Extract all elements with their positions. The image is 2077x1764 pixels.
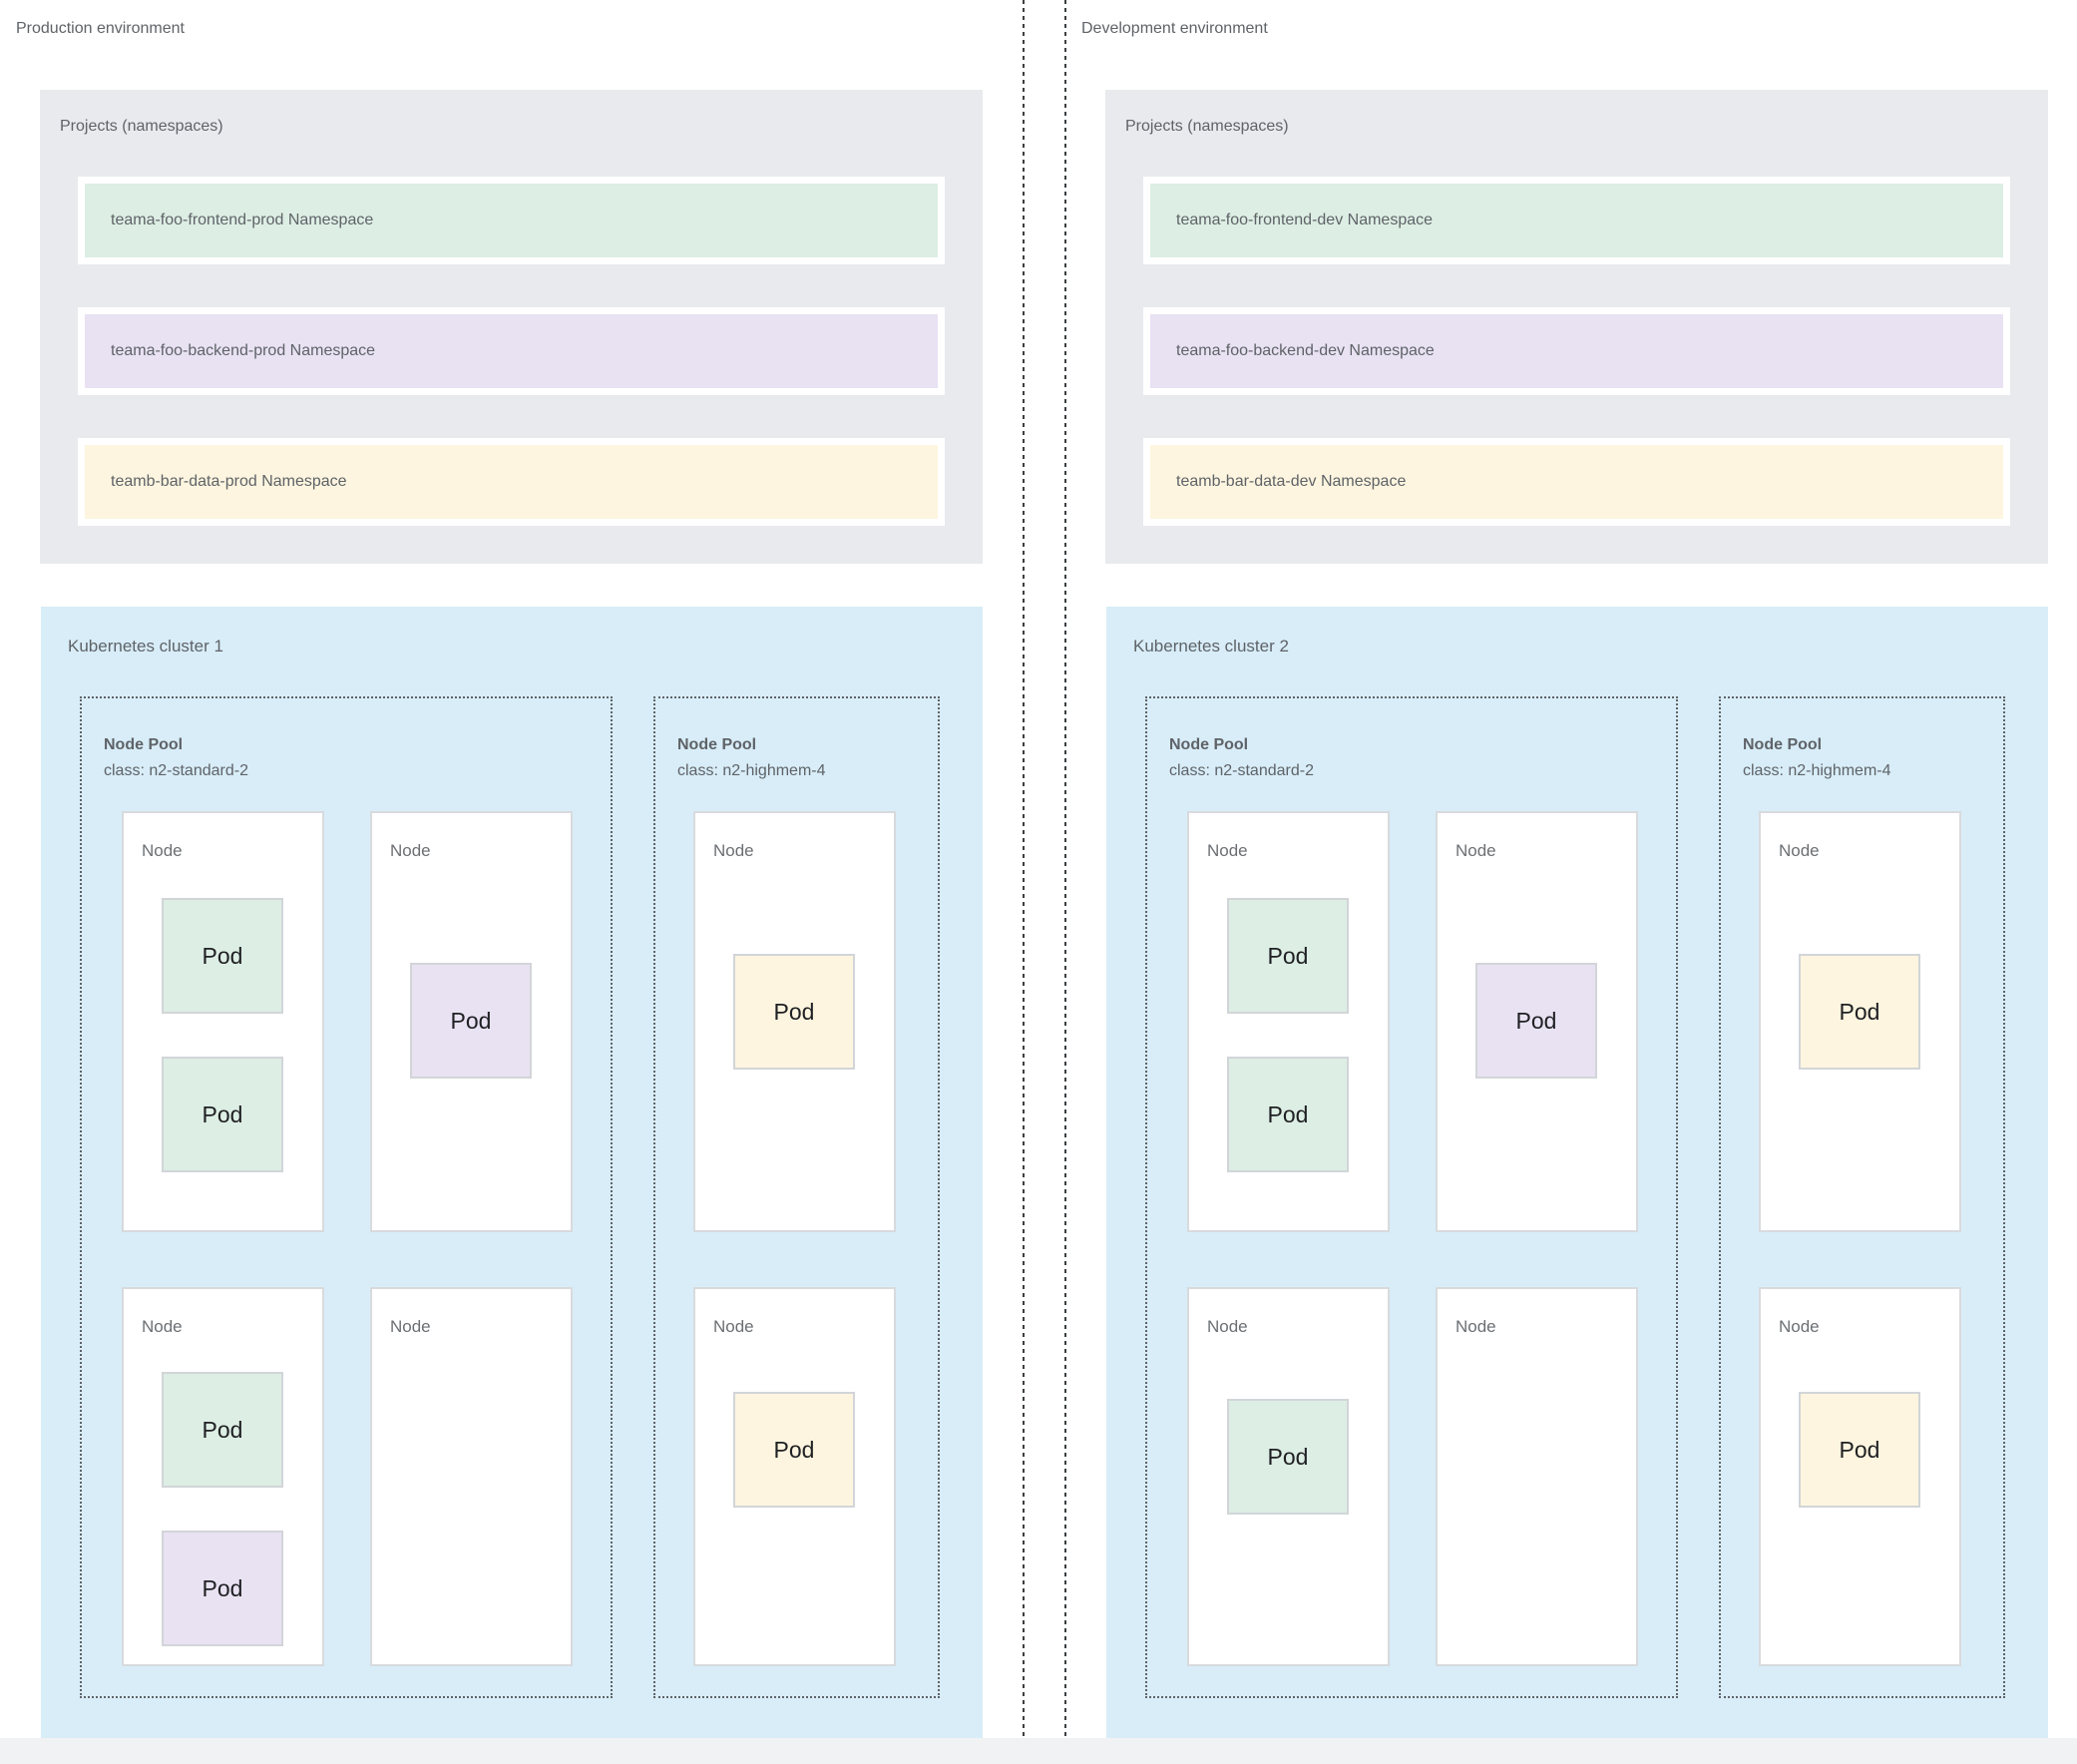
node-box: Node Pod Pod bbox=[122, 811, 324, 1232]
node-label: Node bbox=[1455, 1317, 1496, 1336]
environment-divider-line bbox=[1023, 0, 1025, 1764]
pod-label: Pod bbox=[1839, 998, 1880, 1025]
node-label: Node bbox=[1455, 841, 1496, 860]
node-label: Node bbox=[1779, 841, 1820, 860]
node-label: Node bbox=[713, 841, 754, 860]
pod-label: Pod bbox=[450, 1007, 492, 1034]
node-box: Node Pod Pod bbox=[122, 1287, 324, 1666]
pod: Pod bbox=[1227, 1057, 1349, 1172]
node-box: Node Pod bbox=[1187, 1287, 1390, 1666]
environment-title: Production environment bbox=[16, 20, 185, 37]
node-pool: Node Pool class: n2-highmem-4 Node Pod N… bbox=[653, 696, 940, 1698]
cluster-title: Kubernetes cluster 2 bbox=[1133, 637, 1289, 656]
node-pool: Node Pool class: n2-standard-2 Node Pod … bbox=[80, 696, 613, 1698]
page-bottom-strip bbox=[0, 1738, 2077, 1764]
node-pool-class: class: n2-highmem-4 bbox=[677, 762, 826, 779]
namespace-bar: teama-foo-frontend-dev Namespace bbox=[1143, 177, 2010, 264]
node-label: Node bbox=[1207, 1317, 1248, 1336]
kubernetes-cluster-box: Kubernetes cluster 1 Node Pool class: n2… bbox=[41, 607, 983, 1738]
pod-label: Pod bbox=[1267, 1443, 1309, 1470]
pod-label: Pod bbox=[202, 1574, 243, 1601]
pod: Pod bbox=[162, 1372, 283, 1488]
node-label: Node bbox=[390, 1317, 431, 1336]
node-box: Node Pod bbox=[1759, 811, 1961, 1232]
cluster-title: Kubernetes cluster 1 bbox=[68, 637, 223, 656]
node-label: Node bbox=[142, 1317, 183, 1336]
node-pool-title: Node Pool bbox=[104, 736, 184, 753]
pod-label: Pod bbox=[1839, 1436, 1880, 1463]
namespace-label: teama-foo-frontend-dev Namespace bbox=[1176, 212, 1434, 228]
node-box: Node Pod bbox=[693, 1287, 896, 1666]
namespace-bar: teama-foo-backend-dev Namespace bbox=[1143, 307, 2010, 395]
node-box: Node Pod bbox=[370, 811, 573, 1232]
projects-title: Projects (namespaces) bbox=[1125, 118, 1289, 135]
node-pool-title: Node Pool bbox=[677, 736, 757, 753]
pod-label: Pod bbox=[773, 1436, 815, 1463]
node-pool: Node Pool class: n2-standard-2 Node Pod … bbox=[1145, 696, 1678, 1698]
pod: Pod bbox=[162, 898, 283, 1014]
projects-box: Projects (namespaces) teama-foo-frontend… bbox=[40, 90, 983, 564]
kubernetes-cluster-box: Kubernetes cluster 2 Node Pool class: n2… bbox=[1106, 607, 2048, 1738]
environment-column-development: Development environment Projects (namesp… bbox=[1065, 0, 2077, 1764]
pod: Pod bbox=[1799, 1392, 1920, 1508]
pod-label: Pod bbox=[202, 1416, 243, 1443]
node-label: Node bbox=[1779, 1317, 1820, 1336]
node-pool-title: Node Pool bbox=[1169, 736, 1249, 753]
node-pool-class: class: n2-standard-2 bbox=[1169, 762, 1314, 779]
pod: Pod bbox=[162, 1531, 283, 1646]
namespace-label: teamb-bar-data-dev Namespace bbox=[1176, 473, 1407, 490]
namespace-label: teamb-bar-data-prod Namespace bbox=[111, 473, 347, 490]
node-box: Node bbox=[1436, 1287, 1638, 1666]
node-box: Node Pod bbox=[1436, 811, 1638, 1232]
node-pool: Node Pool class: n2-highmem-4 Node Pod N… bbox=[1719, 696, 2005, 1698]
node-pool-class: class: n2-highmem-4 bbox=[1743, 762, 1891, 779]
namespace-bar: teama-foo-frontend-prod Namespace bbox=[78, 177, 945, 264]
pod-label: Pod bbox=[1267, 1101, 1309, 1127]
namespace-label: teama-foo-backend-prod Namespace bbox=[111, 342, 376, 359]
namespace-label: teama-foo-backend-dev Namespace bbox=[1176, 342, 1435, 359]
pod: Pod bbox=[410, 963, 532, 1079]
projects-title: Projects (namespaces) bbox=[60, 118, 223, 135]
pod: Pod bbox=[1227, 1399, 1349, 1515]
pod-label: Pod bbox=[202, 942, 243, 969]
namespace-label: teama-foo-frontend-prod Namespace bbox=[111, 212, 374, 228]
namespace-bar: teamb-bar-data-prod Namespace bbox=[78, 438, 945, 526]
pod-label: Pod bbox=[773, 998, 815, 1025]
projects-box: Projects (namespaces) teama-foo-frontend… bbox=[1105, 90, 2048, 564]
node-pool-class: class: n2-standard-2 bbox=[104, 762, 248, 779]
node-label: Node bbox=[390, 841, 431, 860]
pod-label: Pod bbox=[1267, 942, 1309, 969]
node-label: Node bbox=[142, 841, 183, 860]
node-box: Node bbox=[370, 1287, 573, 1666]
pod: Pod bbox=[1475, 963, 1597, 1079]
namespace-bar: teama-foo-backend-prod Namespace bbox=[78, 307, 945, 395]
node-box: Node Pod Pod bbox=[1187, 811, 1390, 1232]
node-label: Node bbox=[1207, 841, 1248, 860]
pod-label: Pod bbox=[1515, 1007, 1557, 1034]
environment-divider-line bbox=[1064, 0, 1066, 1764]
pod: Pod bbox=[1799, 954, 1920, 1070]
node-pool-title: Node Pool bbox=[1743, 736, 1823, 753]
pod: Pod bbox=[162, 1057, 283, 1172]
namespace-bar: teamb-bar-data-dev Namespace bbox=[1143, 438, 2010, 526]
environment-column-production: Production environment Projects (namespa… bbox=[0, 0, 1024, 1764]
pod: Pod bbox=[1227, 898, 1349, 1014]
pod: Pod bbox=[733, 954, 855, 1070]
environment-title: Development environment bbox=[1081, 20, 1268, 37]
node-box: Node Pod bbox=[1759, 1287, 1961, 1666]
pod-label: Pod bbox=[202, 1101, 243, 1127]
pod: Pod bbox=[733, 1392, 855, 1508]
node-box: Node Pod bbox=[693, 811, 896, 1232]
node-label: Node bbox=[713, 1317, 754, 1336]
